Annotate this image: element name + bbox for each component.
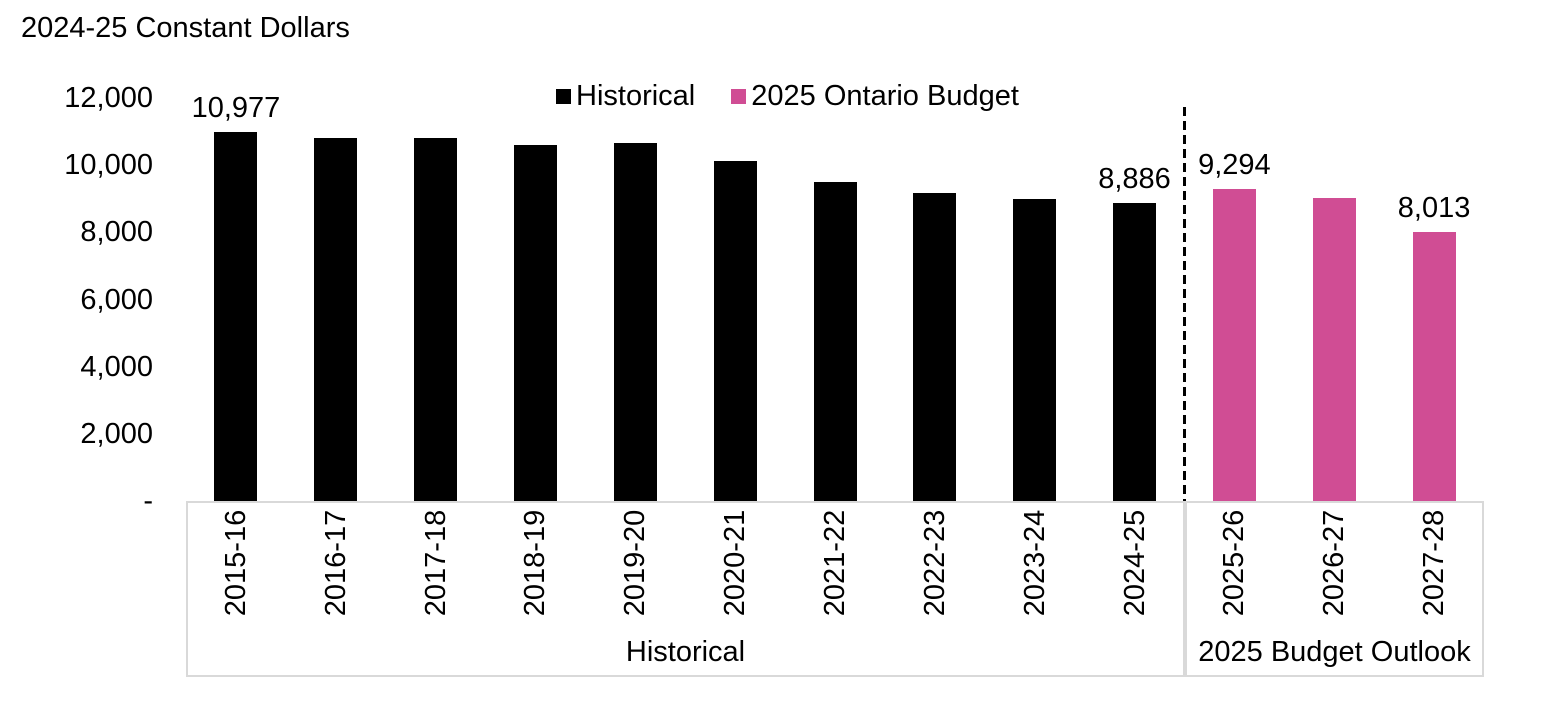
bar-2022-23 (913, 193, 957, 501)
bar-2018-19 (513, 145, 557, 501)
x-axis-group-historical: Historical (186, 501, 1185, 677)
legend-item-budget: 2025 Ontario Budget (731, 80, 1019, 113)
bar-2025-26 (1212, 188, 1256, 501)
data-label-2015-16: 10,977 (191, 92, 281, 125)
legend-label-historical: Historical (576, 80, 696, 112)
y-tick-0: - (143, 485, 153, 517)
budget-swatch-icon (731, 89, 747, 104)
y-tick-10000: 10,000 (64, 149, 153, 182)
bar-2019-20 (613, 143, 657, 501)
y-tick-12000: 12,000 (64, 82, 153, 114)
bar-2023-24 (1013, 199, 1057, 501)
bar-2020-21 (713, 160, 757, 501)
bar-2015-16 (214, 132, 258, 501)
forecast-divider-line (1183, 107, 1186, 501)
data-label-2024-25: 8,886 (1098, 162, 1171, 195)
bar-2017-18 (414, 138, 458, 501)
legend: Historical 2025 Ontario Budget (556, 80, 1019, 113)
historical-swatch-icon (556, 89, 571, 104)
data-label-2027-28: 8,013 (1397, 191, 1471, 224)
legend-label-budget: 2025 Ontario Budget (751, 80, 1019, 112)
bar-2021-22 (813, 181, 857, 501)
bar-2027-28 (1412, 231, 1456, 501)
data-label-2025-26: 9,294 (1198, 148, 1271, 181)
y-tick-8000: 8,000 (80, 216, 153, 249)
chart-title: 2024-25 Constant Dollars (21, 12, 350, 44)
legend-item-historical: Historical (556, 80, 695, 113)
bar-2016-17 (314, 138, 358, 501)
x-axis-group-budget-outlook: 2025 Budget Outlook (1185, 501, 1484, 677)
group-label-budget-outlook: 2025 Budget Outlook (1198, 636, 1471, 668)
group-label-historical: Historical (625, 636, 746, 668)
y-tick-6000: 6,000 (80, 283, 153, 316)
bar-2026-27 (1312, 197, 1356, 501)
y-tick-4000: 4,000 (80, 350, 153, 383)
bar-2024-25 (1113, 202, 1157, 501)
y-tick-2000: 2,000 (80, 417, 153, 450)
